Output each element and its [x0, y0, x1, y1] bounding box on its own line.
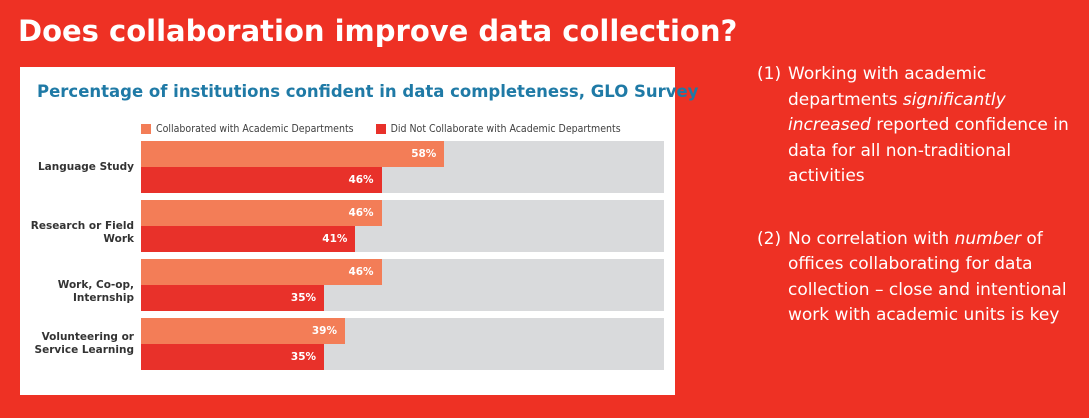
note-text: No correlation with number of offices co…	[788, 227, 1077, 329]
legend-item-collaborated: Collaborated with Academic Departments	[141, 123, 354, 135]
notes-panel: (1) Working with academic departments sig…	[757, 62, 1077, 329]
bar-orange	[141, 318, 345, 344]
note-segment: of offices collaborating for data collec…	[788, 228, 1067, 326]
note-emphasis: number	[954, 228, 1021, 249]
data-label: 46%	[348, 174, 374, 186]
chart-title: Percentage of institutions confident in …	[37, 82, 699, 101]
legend-label-collaborated: Collaborated with Academic Departments	[156, 123, 354, 135]
note-number: (1)	[757, 64, 782, 84]
note-segment: reported confidence in data for all non-…	[788, 115, 1069, 186]
bar-red	[141, 285, 325, 311]
bar-orange	[141, 259, 382, 285]
data-label: 41%	[322, 233, 348, 245]
bar-orange	[141, 141, 445, 167]
legend-swatch-not-collaborated	[375, 124, 386, 134]
legend-item-not-collaborated: Did Not Collaborate with Academic Depart…	[375, 123, 621, 135]
data-label: 35%	[290, 351, 317, 363]
data-label: 46%	[348, 207, 374, 219]
bar-orange	[141, 200, 382, 226]
data-label: 58%	[411, 148, 437, 160]
note-number: (2)	[757, 228, 782, 249]
bar-red	[141, 167, 382, 193]
category-label: Research or Field Work	[22, 220, 134, 246]
note-text: Working with academic departments signif…	[788, 62, 1077, 190]
legend-label-not-collaborated: Did Not Collaborate with Academic Depart…	[390, 123, 621, 135]
note-segment: Working with academic departments	[788, 64, 987, 110]
data-label: 39%	[311, 325, 337, 337]
slide-title: Does collaboration improve data collecti…	[18, 14, 738, 48]
chart-legend: Collaborated with Academic Departments D…	[141, 123, 637, 135]
category-label: Volunteering or Service Learning	[22, 331, 134, 357]
data-label: 46%	[348, 266, 374, 278]
category-label: Work, Co-op, Internship	[22, 279, 134, 305]
note-item: (2) No correlation with number of offices…	[757, 227, 1077, 329]
note-emphasis: significantly increased	[788, 89, 1006, 136]
category-label: Language Study	[22, 161, 134, 174]
category-label-line: Volunteering or	[41, 331, 134, 343]
note-segment: No correlation with	[788, 228, 955, 249]
legend-swatch-collaborated	[141, 124, 151, 134]
category-label-line: Language Study	[37, 160, 134, 173]
category-label-line: Work, Co-op, Internship	[57, 278, 134, 304]
category-label-line: Service Learning	[34, 344, 134, 356]
note-item: (1) Working with academic departments sig…	[757, 62, 1077, 190]
bar-red	[141, 226, 356, 252]
data-label: 35%	[290, 292, 317, 304]
bar-red	[141, 344, 325, 370]
category-label-line: Research or Field Work	[30, 219, 134, 245]
